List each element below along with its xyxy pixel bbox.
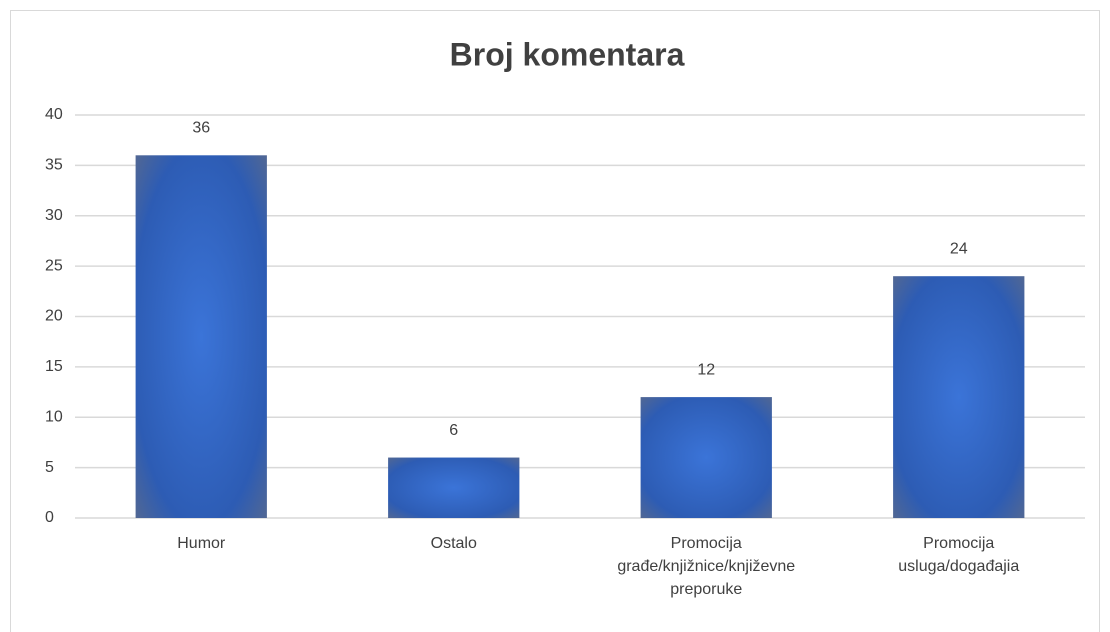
bar: [893, 276, 1025, 518]
bar: [135, 155, 267, 519]
y-tick-label: 30: [45, 207, 63, 224]
chart-title: Broj komentara: [450, 36, 685, 72]
x-tick-label-box: Ostalo: [430, 535, 477, 552]
x-tick-label-box: Promocija građe/knjižnice/književne prep…: [617, 535, 796, 598]
y-tick-label: 5: [45, 459, 54, 476]
bar: [640, 397, 772, 518]
x-tick-label: Promocija usluga/događajia: [898, 535, 1020, 575]
y-tick-label: 15: [45, 358, 63, 375]
y-tick-label: 35: [45, 157, 63, 174]
y-tick-label: 25: [45, 257, 63, 274]
data-label: 24: [950, 240, 968, 257]
data-label: 36: [192, 120, 210, 137]
y-tick-label: 20: [45, 308, 63, 325]
x-tick-label-box: Promocija usluga/događajia: [898, 535, 1020, 575]
bar: [388, 457, 520, 518]
y-tick-label: 0: [45, 509, 54, 526]
x-tick-label: Humor: [177, 535, 226, 552]
data-label: 6: [449, 422, 458, 439]
x-tick-label-box: Humor: [177, 535, 226, 552]
x-tick-label: Promocija građe/knjižnice/književne prep…: [617, 535, 796, 598]
y-tick-label: 40: [45, 106, 63, 123]
data-label: 12: [697, 361, 715, 378]
x-tick-label: Ostalo: [430, 535, 477, 552]
y-tick-label: 10: [45, 408, 63, 425]
